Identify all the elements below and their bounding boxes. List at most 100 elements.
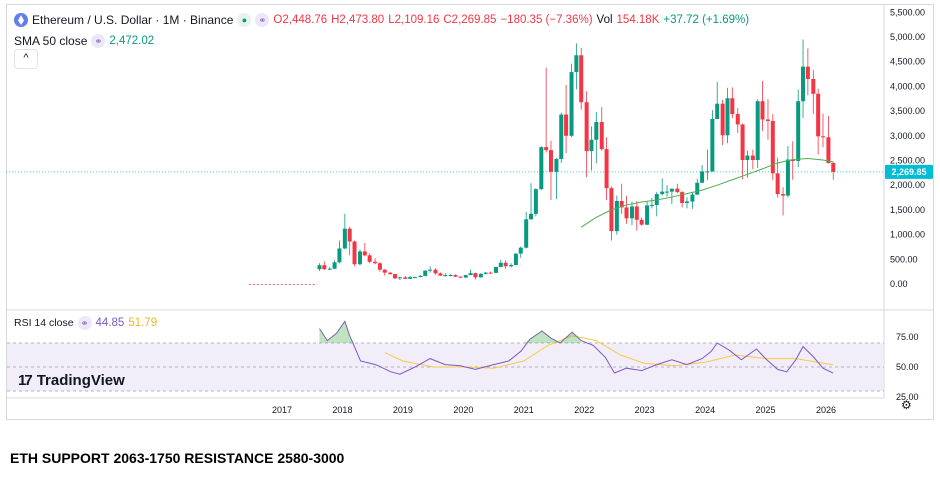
- price-axis-tick: 5,500.00: [890, 7, 925, 17]
- time-axis-tick: 2020: [453, 405, 473, 415]
- candle-body: [604, 149, 609, 189]
- candle-body: [675, 188, 680, 193]
- candle-body: [755, 101, 760, 161]
- price-axis-tick: 1,500.00: [890, 205, 925, 215]
- candle-body: [483, 272, 488, 274]
- volume-label: Vol: [596, 14, 613, 26]
- time-axis-tick: 2022: [574, 405, 594, 415]
- symbol-title[interactable]: Ethereum / U.S. Dollar · 1M · Binance: [32, 13, 234, 27]
- candle-body: [629, 206, 634, 219]
- chart-frame: [6, 4, 934, 420]
- candle-body: [493, 266, 498, 273]
- candle-body: [579, 55, 584, 103]
- sma-value: 2,472.02: [109, 35, 155, 47]
- candle-body: [569, 72, 574, 136]
- tradingview-logo-text: TradingView: [36, 372, 125, 389]
- price-axis-tick: 1,000.00: [890, 230, 925, 240]
- rsi-link-icon[interactable]: ⚭: [77, 316, 92, 330]
- volume-value: 154.18K: [616, 14, 660, 26]
- rsi-legend: RSI 14 close ⚭ 44.85 51.79: [14, 316, 157, 330]
- candle-body: [377, 263, 382, 270]
- open-value: O2,448.76: [273, 14, 328, 26]
- rsi-axis-tick: 75.00: [896, 332, 919, 342]
- candle-body: [559, 114, 564, 160]
- candle-body: [801, 66, 806, 102]
- rsi-axis-tick: 50.00: [896, 362, 919, 372]
- candle-body: [735, 114, 740, 125]
- time-axis-tick: 2017: [272, 405, 292, 415]
- price-axis-tick: 2,000.00: [890, 180, 925, 190]
- candle-body: [498, 262, 503, 267]
- axes-layer: 5,500.00 5,000.00 4,500.00 4,000.00 3,500.00…: [272, 7, 933, 415]
- grid-layer: [6, 4, 934, 399]
- candle-body: [760, 101, 765, 120]
- candle-body: [403, 277, 408, 279]
- candle-body: [811, 78, 816, 94]
- price-axis-tick: 5,000.00: [890, 32, 925, 42]
- candle-body: [684, 201, 689, 203]
- time-axis-tick: 2023: [635, 405, 655, 415]
- rsi-ma-value: 51.79: [128, 317, 158, 329]
- time-axis-tick: 2019: [393, 405, 413, 415]
- candle-body: [624, 207, 629, 219]
- candle-body: [831, 163, 836, 172]
- candle-body: [322, 265, 327, 270]
- candle-body: [680, 192, 685, 203]
- price-axis-tick: 4,500.00: [890, 57, 925, 67]
- settings-gear-icon[interactable]: ⚙: [901, 398, 912, 412]
- tradingview-logo[interactable]: 17 TradingView: [18, 372, 125, 389]
- candle-body: [533, 189, 538, 214]
- candle-body: [645, 205, 650, 225]
- candle-body: [529, 213, 534, 220]
- rsi-overbought-fill: [523, 331, 582, 343]
- candle-body: [805, 66, 810, 79]
- candle-body: [584, 102, 589, 152]
- caption-text: ETH SUPPORT 2063-1750 RESISTANCE 2580-30…: [10, 450, 345, 466]
- market-open-icon[interactable]: ●: [237, 13, 252, 27]
- candle-body: [362, 251, 367, 256]
- candle-body: [820, 136, 825, 138]
- candle-body: [548, 150, 553, 172]
- low-value: L2,109.16: [388, 14, 440, 26]
- candle-body: [790, 159, 795, 161]
- time-axis-tick: 2025: [756, 405, 776, 415]
- candle-body: [448, 275, 453, 277]
- candle-body: [438, 273, 443, 276]
- candle-body: [357, 251, 362, 265]
- candle-body: [665, 191, 670, 193]
- candle-body: [770, 120, 775, 174]
- sma-label[interactable]: SMA 50 close: [14, 34, 88, 48]
- rsi-overbought-fill: [319, 321, 355, 343]
- candle-body: [574, 55, 579, 73]
- sma-line: [580, 158, 834, 228]
- indicator-link-icon[interactable]: ⚭: [91, 34, 106, 48]
- price-axis-tick: 500.00: [890, 254, 918, 264]
- candle-body: [634, 206, 639, 220]
- candle-body: [347, 228, 352, 242]
- price-axis-tick: 3,000.00: [890, 131, 925, 141]
- candle-body: [599, 121, 604, 150]
- candle-body: [463, 275, 468, 278]
- candle-body: [649, 204, 654, 206]
- candle-body: [397, 277, 402, 279]
- rsi-ma-line: [384, 335, 834, 369]
- collapse-legend-button[interactable]: ^: [14, 49, 38, 69]
- candle-body: [781, 194, 786, 196]
- candle-body: [373, 261, 378, 264]
- link-icon[interactable]: ⚭: [255, 13, 270, 27]
- candle-body: [488, 272, 493, 274]
- candle-body: [468, 273, 473, 276]
- rsi-label[interactable]: RSI 14 close: [14, 317, 74, 329]
- candle-body: [720, 103, 725, 136]
- candle-body: [544, 147, 549, 151]
- volume-change: +37.72 (+1.69%): [663, 14, 750, 26]
- candle-body: [745, 155, 750, 161]
- candle-body: [408, 277, 413, 279]
- price-axis-tick: 3,500.00: [890, 106, 925, 116]
- candle-body: [660, 191, 665, 195]
- candle-body: [317, 265, 322, 270]
- candle-body: [458, 276, 463, 278]
- close-value: C2,269.85: [443, 14, 497, 26]
- candle-body: [826, 137, 831, 164]
